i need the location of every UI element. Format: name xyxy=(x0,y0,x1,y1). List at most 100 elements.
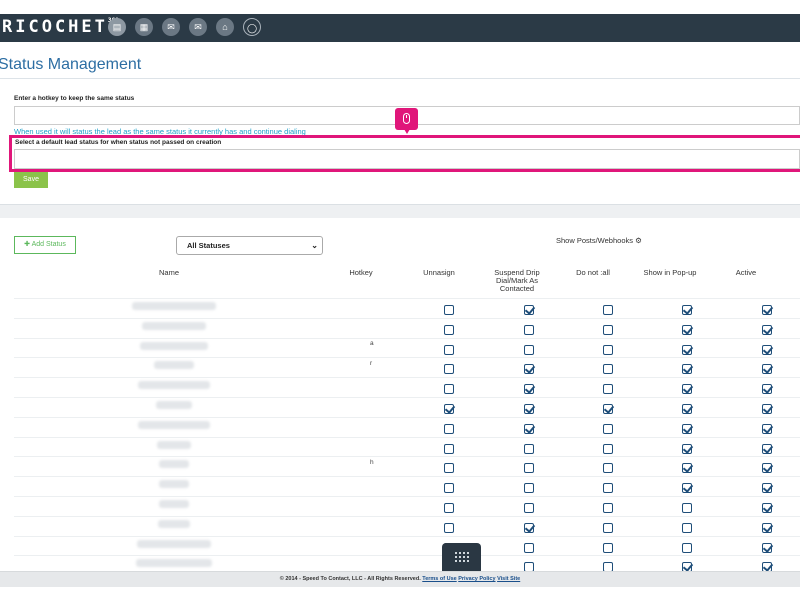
unnasign-checkbox[interactable] xyxy=(444,444,454,454)
show-in-popup-checkbox[interactable] xyxy=(682,503,692,513)
status-name-redacted[interactable] xyxy=(157,441,191,449)
table-row xyxy=(14,417,800,418)
unnasign-checkbox[interactable] xyxy=(444,503,454,513)
status-name-redacted[interactable] xyxy=(159,500,189,508)
do-not-call-checkbox[interactable] xyxy=(603,305,613,315)
suspend-drip-checkbox[interactable] xyxy=(524,503,534,513)
unnasign-checkbox[interactable] xyxy=(444,523,454,533)
show-in-popup-checkbox[interactable] xyxy=(682,404,692,414)
show-in-popup-checkbox[interactable] xyxy=(682,345,692,355)
do-not-call-checkbox[interactable] xyxy=(603,345,613,355)
unnasign-checkbox[interactable] xyxy=(444,364,454,374)
do-not-call-checkbox[interactable] xyxy=(603,463,613,473)
active-checkbox[interactable] xyxy=(762,404,772,414)
show-in-popup-checkbox[interactable] xyxy=(682,424,692,434)
active-checkbox[interactable] xyxy=(762,325,772,335)
unnasign-checkbox[interactable] xyxy=(444,305,454,315)
show-in-popup-checkbox[interactable] xyxy=(682,444,692,454)
show-posts-webhooks-toggle[interactable]: Show Posts/Webhooks ⚙ xyxy=(556,236,642,245)
suspend-drip-checkbox[interactable] xyxy=(524,404,534,414)
do-not-call-checkbox[interactable] xyxy=(603,543,613,553)
unnasign-checkbox[interactable] xyxy=(444,384,454,394)
suspend-drip-checkbox[interactable] xyxy=(524,543,534,553)
do-not-call-checkbox[interactable] xyxy=(603,483,613,493)
table-row xyxy=(14,476,800,477)
column-header-hotkey: Hotkey xyxy=(349,268,373,277)
mail-icon[interactable]: ✉ xyxy=(189,18,207,36)
status-filter-select[interactable]: All Statuses ⌄ xyxy=(176,236,323,255)
active-checkbox[interactable] xyxy=(762,384,772,394)
status-name-redacted[interactable] xyxy=(142,322,206,330)
status-name-redacted[interactable] xyxy=(159,480,189,488)
active-checkbox[interactable] xyxy=(762,543,772,553)
status-name-redacted[interactable] xyxy=(132,302,216,310)
do-not-call-checkbox[interactable] xyxy=(603,325,613,335)
suspend-drip-checkbox[interactable] xyxy=(524,305,534,315)
active-checkbox[interactable] xyxy=(762,503,772,513)
show-in-popup-checkbox[interactable] xyxy=(682,483,692,493)
footer-privacy-link[interactable]: Privacy Policy xyxy=(458,576,496,582)
unnasign-checkbox[interactable] xyxy=(444,404,454,414)
message-icon[interactable]: ◯ xyxy=(243,18,261,36)
status-name-redacted[interactable] xyxy=(136,559,212,567)
status-name-redacted[interactable] xyxy=(138,421,210,429)
chat-icon[interactable]: ✉ xyxy=(162,18,180,36)
suspend-drip-checkbox[interactable] xyxy=(524,523,534,533)
suspend-drip-checkbox[interactable] xyxy=(524,364,534,374)
status-name-redacted[interactable] xyxy=(156,401,192,409)
add-status-button[interactable]: ✚ Add Status xyxy=(14,236,76,254)
show-in-popup-checkbox[interactable] xyxy=(682,325,692,335)
footer-visit-link[interactable]: Visit Site xyxy=(497,576,521,582)
active-checkbox[interactable] xyxy=(762,424,772,434)
show-in-popup-checkbox[interactable] xyxy=(682,463,692,473)
footer-terms-link[interactable]: Terms of Use xyxy=(422,576,457,582)
active-checkbox[interactable] xyxy=(762,483,772,493)
show-in-popup-checkbox[interactable] xyxy=(682,305,692,315)
do-not-call-checkbox[interactable] xyxy=(603,404,613,414)
suspend-drip-checkbox[interactable] xyxy=(524,424,534,434)
do-not-call-checkbox[interactable] xyxy=(603,364,613,374)
do-not-call-checkbox[interactable] xyxy=(603,503,613,513)
show-in-popup-checkbox[interactable] xyxy=(682,384,692,394)
save-button[interactable]: Save xyxy=(14,172,48,188)
apps-dock[interactable] xyxy=(442,543,481,571)
leads-icon[interactable]: ▤ xyxy=(108,18,126,36)
suspend-drip-checkbox[interactable] xyxy=(524,345,534,355)
queue-icon[interactable]: ▦ xyxy=(135,18,153,36)
status-name-redacted[interactable] xyxy=(137,540,211,548)
active-checkbox[interactable] xyxy=(762,305,772,315)
active-checkbox[interactable] xyxy=(762,345,772,355)
suspend-drip-checkbox[interactable] xyxy=(524,463,534,473)
do-not-call-checkbox[interactable] xyxy=(603,384,613,394)
suspend-drip-checkbox[interactable] xyxy=(524,384,534,394)
suspend-drip-checkbox[interactable] xyxy=(524,444,534,454)
show-in-popup-checkbox[interactable] xyxy=(682,364,692,374)
status-name-redacted[interactable] xyxy=(154,361,194,369)
show-in-popup-checkbox[interactable] xyxy=(682,523,692,533)
table-row xyxy=(14,318,800,319)
default-status-input[interactable] xyxy=(14,149,800,169)
table-row xyxy=(14,456,800,457)
suspend-drip-checkbox[interactable] xyxy=(524,483,534,493)
unnasign-checkbox[interactable] xyxy=(444,483,454,493)
logo: RICOCHET360 xyxy=(2,17,119,37)
active-checkbox[interactable] xyxy=(762,463,772,473)
do-not-call-checkbox[interactable] xyxy=(603,444,613,454)
active-checkbox[interactable] xyxy=(762,523,772,533)
suspend-drip-checkbox[interactable] xyxy=(524,325,534,335)
status-name-redacted[interactable] xyxy=(158,520,190,528)
active-checkbox[interactable] xyxy=(762,444,772,454)
hotkey-value: a xyxy=(370,340,374,347)
unnasign-checkbox[interactable] xyxy=(444,424,454,434)
active-checkbox[interactable] xyxy=(762,364,772,374)
unnasign-checkbox[interactable] xyxy=(444,325,454,335)
show-in-popup-checkbox[interactable] xyxy=(682,543,692,553)
status-name-redacted[interactable] xyxy=(159,460,189,468)
do-not-call-checkbox[interactable] xyxy=(603,523,613,533)
status-name-redacted[interactable] xyxy=(138,381,210,389)
unnasign-checkbox[interactable] xyxy=(444,463,454,473)
inbox-icon[interactable]: ⌂ xyxy=(216,18,234,36)
unnasign-checkbox[interactable] xyxy=(444,345,454,355)
do-not-call-checkbox[interactable] xyxy=(603,424,613,434)
status-name-redacted[interactable] xyxy=(140,342,208,350)
